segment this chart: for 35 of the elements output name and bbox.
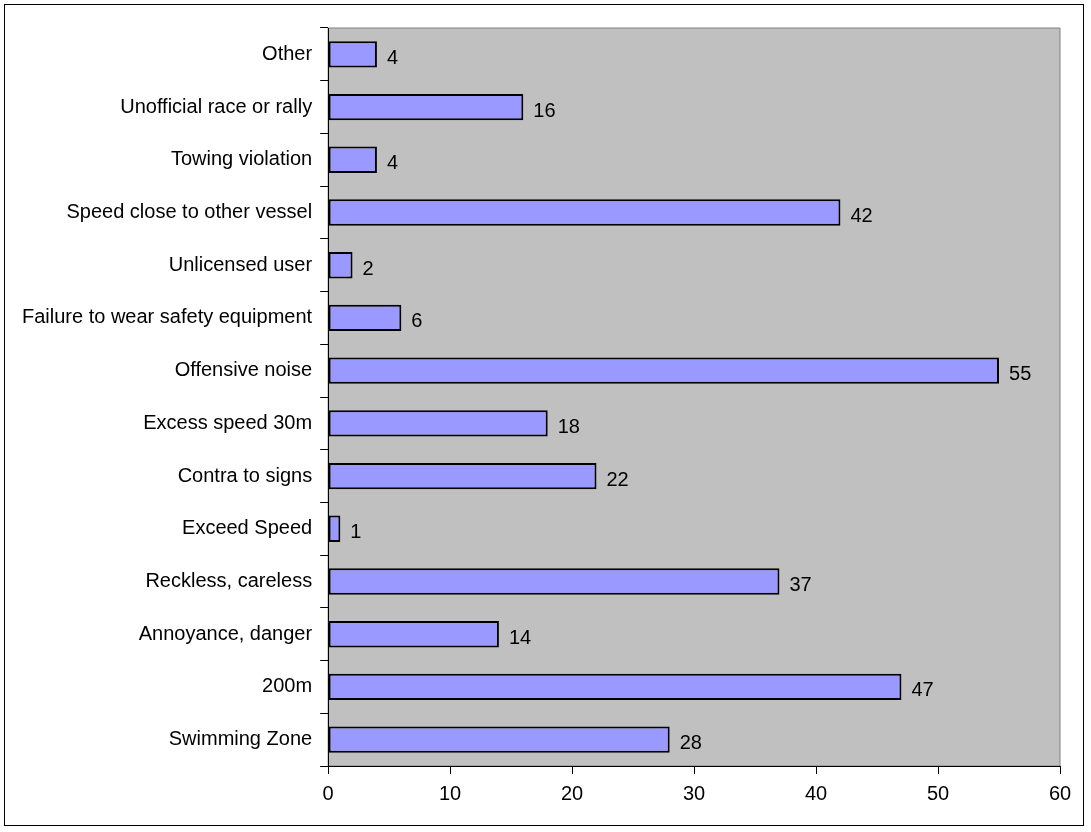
y-tick-label: Annoyance, danger <box>138 621 313 644</box>
data-label: 1 <box>350 520 362 543</box>
y-tick-label: Unofficial race or rally <box>120 94 313 117</box>
y-tick-label: 200m <box>262 674 313 697</box>
data-label: 22 <box>606 467 629 490</box>
y-tick-label: Reckless, careless <box>145 569 313 592</box>
data-label: 6 <box>411 309 423 332</box>
y-tick-label: Exceed Speed <box>182 516 313 539</box>
y-tick-label: Contra to signs <box>177 463 313 486</box>
x-tick-label: 10 <box>439 781 462 804</box>
y-tick-label: Excess speed 30m <box>143 410 313 433</box>
x-tick-label: 30 <box>682 781 706 804</box>
y-tick-label: Swimming Zone <box>168 727 313 750</box>
data-label: 4 <box>386 151 399 174</box>
x-tick-label: 0 <box>322 781 334 804</box>
x-tick-label: 40 <box>804 781 828 804</box>
data-label: 18 <box>557 414 580 437</box>
data-label: 37 <box>789 573 812 596</box>
data-label: 2 <box>362 256 374 279</box>
data-label: 55 <box>1009 362 1032 385</box>
data-label: 28 <box>679 731 702 754</box>
data-label: 16 <box>533 98 556 121</box>
y-tick-label: Offensive noise <box>174 358 313 381</box>
y-tick-label: Speed close to other vessel <box>66 200 313 223</box>
x-tick-label: 20 <box>560 781 584 804</box>
y-tick-label: Failure to wear safety equipment <box>21 305 313 328</box>
data-label: 4 <box>386 45 399 68</box>
x-tick-label: 50 <box>926 781 950 804</box>
y-tick-label: Other <box>262 41 313 64</box>
y-tick-label: Unlicensed user <box>168 252 313 275</box>
data-label: 42 <box>850 204 873 227</box>
y-tick-label: Towing violation <box>170 147 313 170</box>
x-tick-label: 60 <box>1048 781 1072 804</box>
data-label: 14 <box>508 625 532 648</box>
data-label: 47 <box>911 678 934 701</box>
